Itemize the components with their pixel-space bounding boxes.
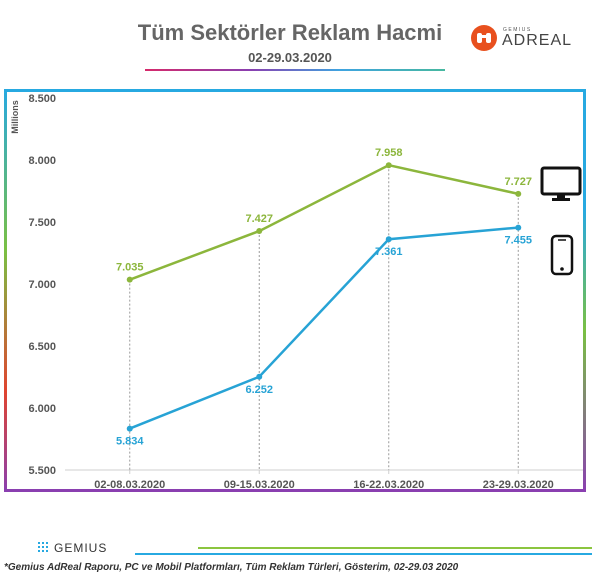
chart-title: Tüm Sektörler Reklam Hacmi [137, 20, 443, 45]
y-axis-label: Millions [10, 100, 20, 134]
footer-line-blue [135, 553, 592, 555]
series-line-0 [129, 163, 519, 281]
data-label: 7.455 [504, 235, 532, 247]
data-label: 7.361 [375, 246, 403, 258]
series-line-1 [129, 226, 519, 430]
frame-right [583, 89, 586, 492]
frame-top [4, 89, 586, 92]
gemius-brand: GEMIUS [54, 541, 108, 555]
adreal-logo: GEMIUS ADREAL [470, 24, 580, 52]
data-label: 7.727 [504, 176, 532, 188]
x-tick-label: 02-08.03.2020 [94, 479, 165, 491]
title-underline [145, 69, 445, 71]
y-tick-label: 6.500 [28, 341, 56, 353]
data-point [126, 425, 133, 432]
data-label: 7.427 [245, 213, 273, 225]
data-point [126, 276, 133, 283]
data-label: 7.958 [375, 147, 403, 159]
chart-subtitle: 02-29.03.2020 [248, 50, 332, 65]
gemius-logo-icon [38, 542, 48, 552]
footer-line-green [198, 547, 592, 549]
desktop-monitor-icon [540, 166, 582, 201]
y-tick-label: 8.500 [28, 93, 56, 105]
x-tick-label: 23-29.03.2020 [483, 479, 554, 491]
mobile-phone-icon [550, 234, 574, 276]
data-label: 5.834 [116, 436, 144, 448]
data-point [256, 373, 263, 380]
binoculars-icon [471, 25, 497, 51]
y-tick-label: 8.000 [28, 155, 56, 167]
y-tick-label: 7.500 [28, 217, 56, 229]
data-label: 6.252 [245, 384, 273, 396]
y-tick-label: 6.000 [28, 403, 56, 415]
logo-small-text: GEMIUS [503, 27, 532, 33]
frame-left [4, 89, 7, 492]
y-tick-label: 5.500 [28, 465, 56, 477]
data-point [515, 224, 522, 231]
y-tick-label: 7.000 [28, 279, 56, 291]
frame-bottom [4, 489, 586, 492]
data-label: 7.035 [116, 262, 144, 274]
footnote: *Gemius AdReal Raporu, PC ve Mobil Platf… [4, 562, 459, 573]
x-tick-label: 16-22.03.2020 [353, 479, 424, 491]
data-point [385, 162, 392, 169]
data-point [515, 190, 522, 197]
x-tick-label: 09-15.03.2020 [224, 479, 295, 491]
data-point [385, 236, 392, 243]
logo-word: ADREAL [502, 32, 573, 49]
data-point [256, 228, 263, 235]
